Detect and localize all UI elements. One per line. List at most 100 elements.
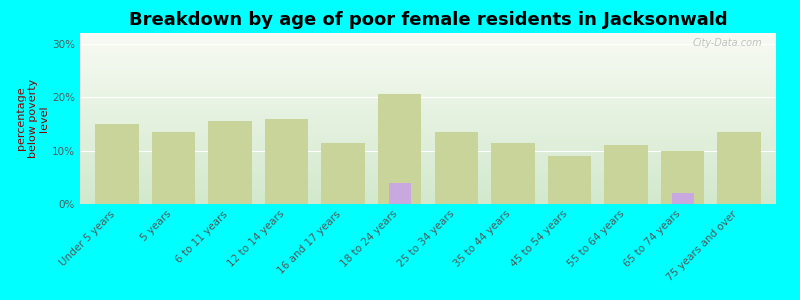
Bar <box>80 42 776 43</box>
Bar <box>80 170 776 171</box>
Bar <box>80 131 776 132</box>
Bar <box>718 132 761 204</box>
Bar <box>80 94 776 95</box>
Bar <box>80 159 776 160</box>
Bar <box>80 57 776 58</box>
Bar <box>80 136 776 137</box>
Bar <box>80 137 776 138</box>
Bar <box>80 173 776 174</box>
Bar <box>265 118 308 204</box>
Bar <box>80 44 776 45</box>
Bar <box>80 83 776 84</box>
Bar <box>80 111 776 112</box>
Bar <box>80 54 776 55</box>
Bar <box>80 176 776 177</box>
Bar <box>80 50 776 51</box>
Bar <box>80 80 776 81</box>
Bar <box>80 183 776 184</box>
Bar <box>80 172 776 173</box>
Bar <box>80 195 776 196</box>
Bar <box>80 132 776 133</box>
Bar <box>80 140 776 141</box>
Bar <box>80 198 776 199</box>
Bar <box>80 40 776 41</box>
Bar <box>80 164 776 165</box>
Bar <box>80 171 776 172</box>
Bar <box>80 48 776 49</box>
Bar <box>80 79 776 80</box>
Bar <box>378 94 422 204</box>
Bar <box>80 92 776 93</box>
Bar <box>80 138 776 139</box>
Bar <box>80 179 776 180</box>
Bar <box>80 184 776 185</box>
Bar <box>80 81 776 82</box>
Bar <box>80 119 776 120</box>
Bar <box>80 49 776 50</box>
Bar <box>80 174 776 175</box>
Bar <box>80 43 776 44</box>
Bar <box>80 112 776 113</box>
Bar <box>80 102 776 103</box>
Bar <box>80 84 776 85</box>
Bar <box>80 47 776 48</box>
Bar <box>80 38 776 39</box>
Bar <box>80 146 776 147</box>
Bar <box>661 151 705 204</box>
Bar <box>80 139 776 140</box>
Bar <box>80 141 776 142</box>
Bar <box>80 152 776 153</box>
Bar <box>80 46 776 47</box>
Bar <box>80 145 776 146</box>
Bar <box>151 132 195 204</box>
Bar <box>80 52 776 53</box>
Bar <box>80 72 776 73</box>
Bar <box>80 98 776 99</box>
Bar <box>80 59 776 60</box>
Bar <box>80 148 776 149</box>
Bar <box>80 37 776 38</box>
Bar <box>80 87 776 88</box>
Bar <box>80 202 776 203</box>
Bar <box>80 115 776 116</box>
Bar <box>80 53 776 54</box>
Bar <box>80 127 776 128</box>
Bar <box>80 122 776 123</box>
Bar <box>80 58 776 59</box>
Bar <box>80 196 776 197</box>
Bar <box>80 188 776 189</box>
Bar <box>80 99 776 100</box>
Bar <box>80 124 776 125</box>
Bar <box>80 128 776 129</box>
Bar <box>80 61 776 62</box>
Bar <box>80 68 776 69</box>
Bar <box>80 168 776 169</box>
Bar <box>80 156 776 157</box>
Bar <box>80 203 776 204</box>
Bar <box>80 74 776 75</box>
Bar <box>80 118 776 119</box>
Bar <box>80 35 776 36</box>
Bar <box>80 158 776 159</box>
Bar <box>80 105 776 106</box>
Bar <box>80 181 776 182</box>
Bar <box>434 132 478 204</box>
Bar <box>80 160 776 161</box>
Bar <box>80 108 776 109</box>
Bar <box>80 192 776 193</box>
Bar <box>80 86 776 87</box>
Bar <box>80 106 776 107</box>
Bar <box>80 76 776 77</box>
Bar <box>80 51 776 52</box>
Bar <box>80 189 776 190</box>
Bar <box>80 82 776 83</box>
Bar <box>80 143 776 144</box>
Bar <box>80 161 776 162</box>
Bar <box>80 185 776 186</box>
Bar <box>80 96 776 97</box>
Bar <box>80 190 776 191</box>
Bar <box>80 180 776 181</box>
Bar <box>80 200 776 201</box>
Bar <box>80 177 776 178</box>
Bar <box>80 126 776 127</box>
